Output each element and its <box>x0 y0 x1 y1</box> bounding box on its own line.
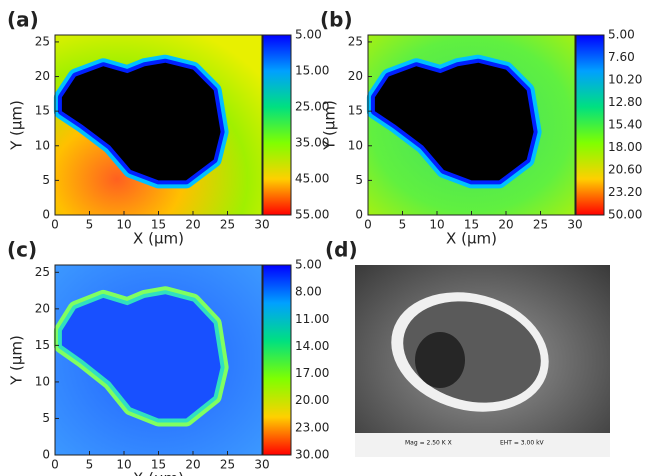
x-tick-label: 20 <box>185 218 200 232</box>
colorbar-label: 23.20 <box>608 185 642 199</box>
colorbar-label: 5.00 <box>608 28 635 42</box>
colorbar-label: 50.00 <box>608 208 642 222</box>
y-tick-label: 15 <box>348 104 363 118</box>
colorbar-label: 10.20 <box>608 73 642 87</box>
colorbar-label: 5.00 <box>295 258 322 272</box>
colorbar <box>263 35 291 215</box>
y-axis-label: Y (μm) <box>8 100 26 151</box>
caption-bar <box>355 433 610 457</box>
x-axis-label: X (μm) <box>133 230 184 248</box>
y-tick-label: 20 <box>35 301 50 315</box>
x-tick-label: 25 <box>220 218 235 232</box>
panel-label: (a) <box>7 8 39 32</box>
y-tick-label: 20 <box>35 69 50 83</box>
y-tick-label: 10 <box>35 138 50 152</box>
x-axis-label: X (μm) <box>133 470 184 476</box>
y-tick-label: 0 <box>355 208 363 222</box>
y-tick-label: 15 <box>35 338 50 352</box>
x-tick-label: 5 <box>86 218 94 232</box>
caption-text: EHT = 3.00 kV <box>500 440 545 447</box>
colorbar-label: 30.00 <box>295 448 329 462</box>
y-axis-label: Y (μm) <box>321 100 339 151</box>
y-tick-label: 20 <box>348 69 363 83</box>
y-tick-label: 5 <box>42 411 50 425</box>
x-tick-label: 10 <box>116 218 131 232</box>
x-tick-label: 30 <box>254 458 269 472</box>
page: {"chart_data": [ {"type": "heatmap", "pa… <box>0 0 651 476</box>
caption-text: Mag = 2.50 K X <box>405 440 452 447</box>
colorbar-label: 45.00 <box>295 172 329 186</box>
y-tick-label: 10 <box>348 138 363 152</box>
y-tick-label: 25 <box>35 34 50 48</box>
x-tick-label: 0 <box>364 218 372 232</box>
colorbar <box>576 35 604 215</box>
colorbar-label: 15.40 <box>608 118 642 132</box>
panel-label: (c) <box>7 238 37 262</box>
colorbar <box>263 265 291 455</box>
colorbar-label: 23.00 <box>295 420 329 434</box>
x-tick-label: 10 <box>116 458 131 472</box>
y-tick-label: 25 <box>35 265 50 279</box>
colorbar-label: 8.00 <box>295 285 322 299</box>
x-tick-label: 25 <box>220 458 235 472</box>
x-tick-label: 30 <box>254 218 269 232</box>
y-tick-label: 5 <box>355 173 363 187</box>
colorbar-label: 11.00 <box>295 312 329 326</box>
panel-label: (d) <box>325 238 358 262</box>
panel-label: (b) <box>320 8 353 32</box>
colorbar-label: 18.00 <box>608 140 642 154</box>
colorbar-label: 14.00 <box>295 339 329 353</box>
colorbar-label: 20.60 <box>608 163 642 177</box>
colorbar-label: 20.00 <box>295 393 329 407</box>
colorbar-label: 5.00 <box>295 28 322 42</box>
colorbar-label: 15.00 <box>295 64 329 78</box>
x-tick-label: 30 <box>567 218 582 232</box>
y-tick-label: 10 <box>35 374 50 388</box>
x-tick-label: 5 <box>399 218 407 232</box>
figure: (a) 0 5 10 15 20 25 30 0 5 10 15 20 25 X (μm) Y (μm) 5.0… <box>0 0 651 476</box>
pit-dark <box>415 332 465 388</box>
colorbar-label: 12.80 <box>608 95 642 109</box>
x-tick-label: 10 <box>429 218 444 232</box>
x-axis-label: X (μm) <box>446 230 497 248</box>
y-tick-label: 5 <box>42 173 50 187</box>
x-tick-label: 20 <box>185 458 200 472</box>
colorbar-label: 17.00 <box>295 366 329 380</box>
colorbar-label: 7.60 <box>608 50 635 64</box>
x-tick-label: 5 <box>86 458 94 472</box>
x-tick-label: 0 <box>51 458 59 472</box>
y-tick-label: 15 <box>35 104 50 118</box>
y-axis-label: Y (μm) <box>8 335 26 386</box>
x-tick-label: 20 <box>498 218 513 232</box>
x-tick-label: 25 <box>533 218 548 232</box>
y-tick-label: 25 <box>348 34 363 48</box>
colorbar-label: 55.00 <box>295 208 329 222</box>
x-tick-label: 0 <box>51 218 59 232</box>
y-tick-label: 0 <box>42 208 50 222</box>
y-tick-label: 0 <box>42 448 50 462</box>
